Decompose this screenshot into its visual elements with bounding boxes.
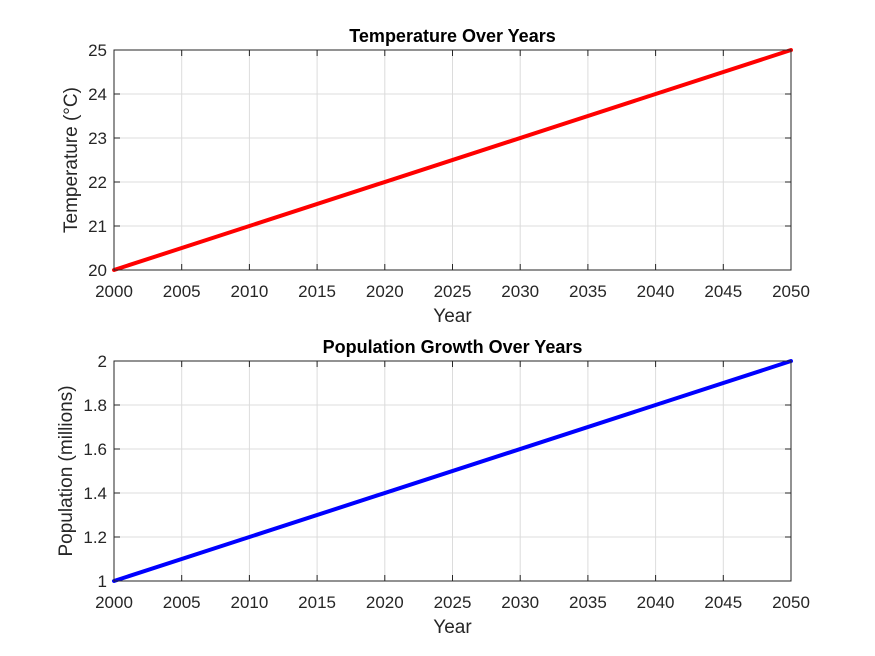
y-tick-label: 20 <box>88 261 107 280</box>
series-lines <box>112 359 793 583</box>
y-tick-label: 2 <box>98 352 107 371</box>
x-tick-label: 2040 <box>637 282 675 301</box>
x-tick-label: 2015 <box>298 593 336 612</box>
x-axis-label: Year <box>433 617 472 638</box>
temperature-panel: 2000 2005 2010 2015 2020 2025 2030 2035 2040 2045… <box>61 26 810 327</box>
x-tick-label: 2050 <box>772 593 810 612</box>
x-tick-label: 2020 <box>366 593 404 612</box>
x-tick-label: 2025 <box>434 282 472 301</box>
x-tick-label: 2000 <box>95 282 133 301</box>
x-tick-label: 2050 <box>772 282 810 301</box>
x-tick-label: 2040 <box>637 593 675 612</box>
y-tick-label: 23 <box>88 129 107 148</box>
x-tick-label: 2010 <box>230 593 268 612</box>
x-tick-label: 2020 <box>366 282 404 301</box>
x-tick-label: 2015 <box>298 282 336 301</box>
y-tick-label: 22 <box>88 173 107 192</box>
series-line <box>112 48 793 272</box>
chart-title: Temperature Over Years <box>349 26 555 46</box>
y-tick-label: 1.8 <box>83 396 107 415</box>
y-tick-label: 1 <box>98 572 107 591</box>
x-tick-label: 2005 <box>163 593 201 612</box>
x-tick-label: 2045 <box>704 282 742 301</box>
ticks: 2000 2005 2010 2015 2020 2025 2030 2035 2040 2045… <box>83 352 810 612</box>
x-tick-label: 2045 <box>704 593 742 612</box>
y-tick-label: 24 <box>88 85 107 104</box>
x-axis-label: Year <box>433 306 472 327</box>
series-line <box>112 359 793 583</box>
y-tick-label: 1.2 <box>83 528 107 547</box>
ticks: 2000 2005 2010 2015 2020 2025 2030 2035 2040 2045… <box>88 41 810 301</box>
x-tick-label: 2030 <box>501 593 539 612</box>
chart-title: Population Growth Over Years <box>323 337 583 357</box>
x-tick-label: 2025 <box>434 593 472 612</box>
x-tick-label: 2030 <box>501 282 539 301</box>
y-axis-label: Population (millions) <box>56 385 77 556</box>
y-axis-label: Temperature (°C) <box>61 87 82 233</box>
y-tick-label: 1.6 <box>83 440 107 459</box>
y-tick-label: 25 <box>88 41 107 60</box>
x-tick-label: 2010 <box>230 282 268 301</box>
x-tick-label: 2000 <box>95 593 133 612</box>
series-lines <box>112 48 793 272</box>
x-tick-label: 2035 <box>569 593 607 612</box>
x-tick-label: 2005 <box>163 282 201 301</box>
y-tick-label: 1.4 <box>83 484 107 503</box>
y-tick-label: 21 <box>88 217 107 236</box>
x-tick-label: 2035 <box>569 282 607 301</box>
population-panel: 2000 2005 2010 2015 2020 2025 2030 2035 2040 2045… <box>56 337 810 638</box>
